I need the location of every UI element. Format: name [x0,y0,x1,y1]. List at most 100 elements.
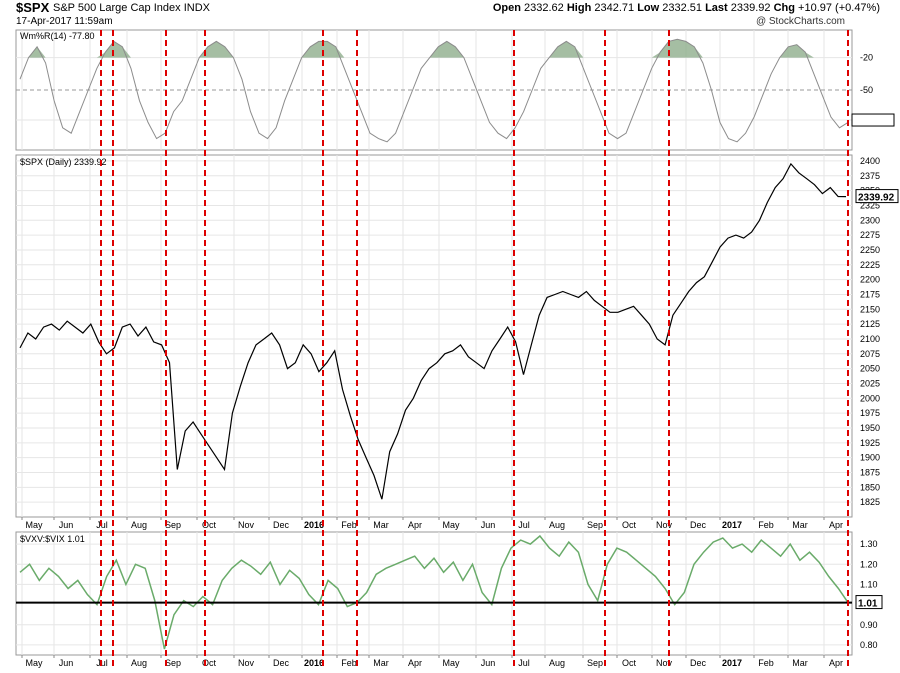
high-value: 2342.71 [594,2,635,14]
ratio-ytick-0: 1.30 [860,539,878,549]
chg-value: +10.97 (+0.47%) [798,2,880,14]
price-ytick-22: 2375 [860,171,880,181]
indicator-ytick-0: -20 [860,53,873,63]
axis-bottom-tick-6: Nov [238,658,255,668]
chg-label: Chg [773,2,795,14]
axis-bottom-tick-15: Aug [549,658,565,668]
axis-bottom-tick-18: Nov [656,658,673,668]
axis-top-tick-0: May [25,520,43,530]
axis-top-tick-14: Jul [518,520,530,530]
axis-bottom-tick-20: 2017 [722,658,742,668]
price-line [19,162,847,500]
security-name-text: S&P 500 Large Cap Index [53,2,181,14]
brand-watermark: @ StockCharts.com [755,16,845,27]
axis-top-tick-8: 2016 [304,520,324,530]
ratio-ytick-3: 0.90 [860,620,878,630]
axis-bottom-tick-8: 2016 [304,658,324,668]
price-last-label: 2339.92 [858,193,895,204]
symbol-title: $SPX [16,0,50,15]
axis-top-tick-19: Dec [690,520,707,530]
price-ytick-15: 2200 [860,275,880,285]
ratio-ytick-4: 0.80 [860,640,878,650]
axis-bottom-tick-11: Apr [408,658,422,668]
axis-top-tick-11: Apr [408,520,422,530]
price-panel-frame [15,154,853,518]
axis-bottom-tick-19: Dec [690,658,707,668]
axis-bottom-tick-5: Oct [202,658,217,668]
axis-top-tick-7: Dec [273,520,290,530]
price-ytick-17: 2250 [860,245,880,255]
price-ytick-13: 2150 [860,304,880,314]
axis-top-tick-13: Jun [481,520,496,530]
price-ytick-5: 1950 [860,423,880,433]
axis-bottom-tick-13: Jun [481,658,496,668]
price-last-box [855,189,899,204]
ratio-title: $VXV:$VIX 1.01 [20,534,85,544]
price-ytick-7: 2000 [860,393,880,403]
axis-top-tick-9: Feb [341,520,357,530]
low-label: Low [637,2,660,14]
last-label: Last [705,2,728,14]
axis-bottom-tick-4: Sep [165,658,181,668]
security-name: S&P 500 Large Cap Index INDX [53,2,210,14]
axis-top-tick-5: Oct [202,520,217,530]
axis-bottom-tick-0: May [25,658,43,668]
exchange-label: INDX [183,2,210,14]
indicator-ytick-1: -50 [860,85,873,95]
price-ytick-10: 2075 [860,349,880,359]
axis-top-tick-18: Nov [656,520,673,530]
price-ytick-6: 1975 [860,408,880,418]
axis-top-tick-23: Apr [829,520,843,530]
axis-top-tick-6: Nov [238,520,255,530]
price-ytick-20: 2325 [860,200,880,210]
axis-bottom-tick-3: Aug [131,658,147,668]
ratio-line [19,534,849,650]
axis-bottom-tick-16: Sep [587,658,603,668]
price-ytick-8: 2025 [860,378,880,388]
axis-top-tick-10: Mar [373,520,389,530]
price-ytick-16: 2225 [860,260,880,270]
price-ytick-3: 1900 [860,453,880,463]
axis-bottom-tick-21: Feb [758,658,774,668]
price-ytick-12: 2125 [860,319,880,329]
last-value: 2339.92 [730,2,771,14]
price-ytick-23: 2400 [860,156,880,166]
indicator-last-box [851,113,895,127]
axis-top-tick-21: Feb [758,520,774,530]
axis-bottom-tick-12: May [442,658,460,668]
axis-top-tick-12: May [442,520,460,530]
quote-summary: Open 2332.62 High 2342.71 Low 2332.51 La… [493,2,880,14]
price-ytick-18: 2275 [860,230,880,240]
axis-top-tick-17: Oct [622,520,637,530]
indicator-line [19,38,849,143]
price-title: $SPX (Daily) 2339.92 [20,157,107,167]
axis-bottom-tick-14: Jul [518,658,530,668]
price-ytick-0: 1825 [860,497,880,507]
axis-top-tick-20: 2017 [722,520,742,530]
price-ytick-11: 2100 [860,334,880,344]
axis-top-tick-3: Aug [131,520,147,530]
ratio-ytick-1: 1.20 [860,559,878,569]
axis-top-tick-1: Jun [59,520,74,530]
price-ytick-9: 2050 [860,364,880,374]
high-label: High [566,2,592,14]
axis-bottom-tick-22: Mar [792,658,808,668]
price-ytick-19: 2300 [860,215,880,225]
ratio-last-label: 1.01 [858,599,878,610]
price-ytick-2: 1875 [860,467,880,477]
indicator-title: Wm%R(14) -77.80 [20,31,95,41]
open-value: 2332.62 [524,2,564,14]
low-value: 2332.51 [662,2,703,14]
axis-top-tick-22: Mar [792,520,808,530]
axis-top-tick-16: Sep [587,520,603,530]
quote-date: 17-Apr-2017 11:59am [16,16,113,27]
axis-bottom-tick-10: Mar [373,658,389,668]
ratio-ytick-2: 1.10 [860,579,878,589]
price-ytick-4: 1925 [860,438,880,448]
axis-bottom-tick-7: Dec [273,658,290,668]
axis-top-tick-15: Aug [549,520,565,530]
axis-bottom-tick-1: Jun [59,658,74,668]
open-label: Open [492,2,521,14]
axis-top-tick-4: Sep [165,520,181,530]
